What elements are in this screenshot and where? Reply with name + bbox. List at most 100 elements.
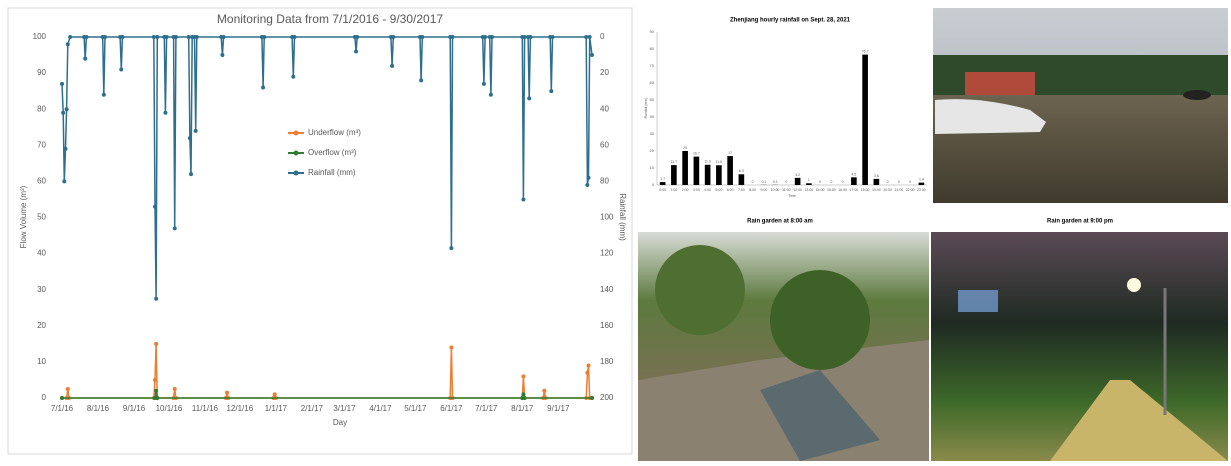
y2-tick-label: 180: [600, 357, 614, 366]
bar: [795, 178, 801, 185]
y-tick-label: 10: [650, 165, 655, 170]
series-point: [163, 111, 167, 115]
legend-label: Rainfall (mm): [308, 168, 356, 177]
y-tick-label: 30: [37, 285, 46, 294]
page: Monitoring Data from 7/1/2016 - 9/30/201…: [0, 0, 1231, 461]
series-point: [189, 172, 193, 176]
data-label: 0: [842, 180, 844, 184]
x-tick-label: 11/1/16: [192, 404, 219, 413]
y-tick-label: 100: [33, 32, 47, 41]
series-point: [173, 226, 177, 230]
data-label: 1.4: [919, 178, 924, 182]
x-tick-label: 14:00: [816, 188, 825, 192]
series-point: [155, 35, 159, 39]
x-tick-label: 16:00: [838, 188, 847, 192]
y-tick-label: 50: [650, 97, 655, 102]
x-tick-label: 7:00: [738, 188, 745, 192]
series-point: [587, 176, 591, 180]
series-point: [154, 342, 158, 346]
series-point: [590, 396, 594, 400]
series-point: [490, 35, 494, 39]
series-point: [119, 67, 123, 71]
series-point: [66, 42, 70, 46]
series-point: [220, 53, 224, 57]
data-label: 11.6: [716, 160, 723, 164]
x-tick-label: 19:00: [872, 188, 881, 192]
series-point: [449, 246, 453, 250]
series-point: [588, 35, 592, 39]
series-point: [61, 111, 65, 115]
series-point: [549, 89, 553, 93]
x-tick-label: 21:00: [894, 188, 903, 192]
legend-marker: [294, 171, 299, 176]
y2-tick-label: 160: [600, 321, 614, 330]
y2-tick-label: 60: [600, 140, 609, 149]
series-point: [194, 129, 198, 133]
series-point: [155, 396, 159, 400]
x-tick-label: 0:00: [659, 188, 666, 192]
series-point: [590, 53, 594, 57]
bar: [739, 174, 745, 185]
series-point: [188, 136, 192, 140]
y-tick-label: 20: [37, 321, 46, 330]
legend-label: Underflow (m³): [308, 128, 361, 137]
series-point: [584, 35, 588, 39]
bar: [694, 157, 700, 185]
y-tick-label: 40: [650, 114, 655, 119]
series-point: [174, 35, 178, 39]
bar: [806, 183, 812, 185]
y-tick-label: 10: [37, 357, 46, 366]
series-point: [391, 35, 395, 39]
x-tick-label: 20:00: [883, 188, 892, 192]
bar: [919, 183, 925, 185]
chart-title: Zhenjiang hourly rainfall on Sept. 28, 2…: [730, 18, 851, 24]
y-axis-title: Rainfall (mm): [644, 98, 648, 119]
y-tick-label: 80: [650, 46, 655, 51]
x-tick-label: 7/1/17: [475, 404, 498, 413]
y-axis-title: Flow Volume (m³): [19, 185, 28, 248]
x-tick-label: 4/1/17: [369, 404, 392, 413]
flood-photo: [933, 8, 1228, 203]
data-label: 0: [887, 180, 889, 184]
x-tick-label: 13:00: [804, 188, 813, 192]
series-point: [225, 391, 229, 395]
series-point: [550, 35, 554, 39]
series-point: [291, 75, 295, 79]
series-point: [355, 35, 359, 39]
x-tick-label: 9/1/17: [547, 404, 570, 413]
series-point: [60, 82, 64, 86]
bar: [727, 156, 733, 185]
y2-tick-label: 20: [600, 68, 609, 77]
legend-marker: [294, 151, 299, 156]
series-point: [585, 183, 589, 187]
data-label: 0.1: [761, 180, 766, 184]
series-point: [527, 96, 531, 100]
series-point: [65, 107, 69, 111]
series-point: [120, 35, 124, 39]
data-label: 0.1: [773, 180, 778, 184]
data-label: 4.5: [851, 172, 856, 176]
data-label: 6.3: [739, 169, 744, 173]
series-point: [292, 35, 296, 39]
series-point: [451, 35, 455, 39]
data-label: 16.7: [693, 152, 700, 156]
series-point: [482, 82, 486, 86]
x-tick-label: 5/1/17: [404, 404, 427, 413]
y2-tick-label: 120: [600, 249, 614, 258]
data-label: 0: [898, 180, 900, 184]
y-tick-label: 0: [652, 182, 655, 187]
y-tick-label: 80: [37, 104, 46, 113]
series-point: [173, 387, 177, 391]
series-point: [63, 147, 67, 151]
data-label: 0: [830, 180, 832, 184]
y-tick-label: 60: [650, 80, 655, 85]
series-point: [165, 35, 169, 39]
x-tick-label: 10:00: [771, 188, 780, 192]
data-label: 11.7: [671, 160, 678, 164]
data-label: 4.2: [795, 173, 800, 177]
series-point: [542, 389, 546, 393]
series-point: [528, 35, 532, 39]
series-point: [354, 49, 358, 53]
photo-caption: Rain garden at 8:00 am: [747, 219, 813, 225]
data-label: 0: [752, 180, 754, 184]
